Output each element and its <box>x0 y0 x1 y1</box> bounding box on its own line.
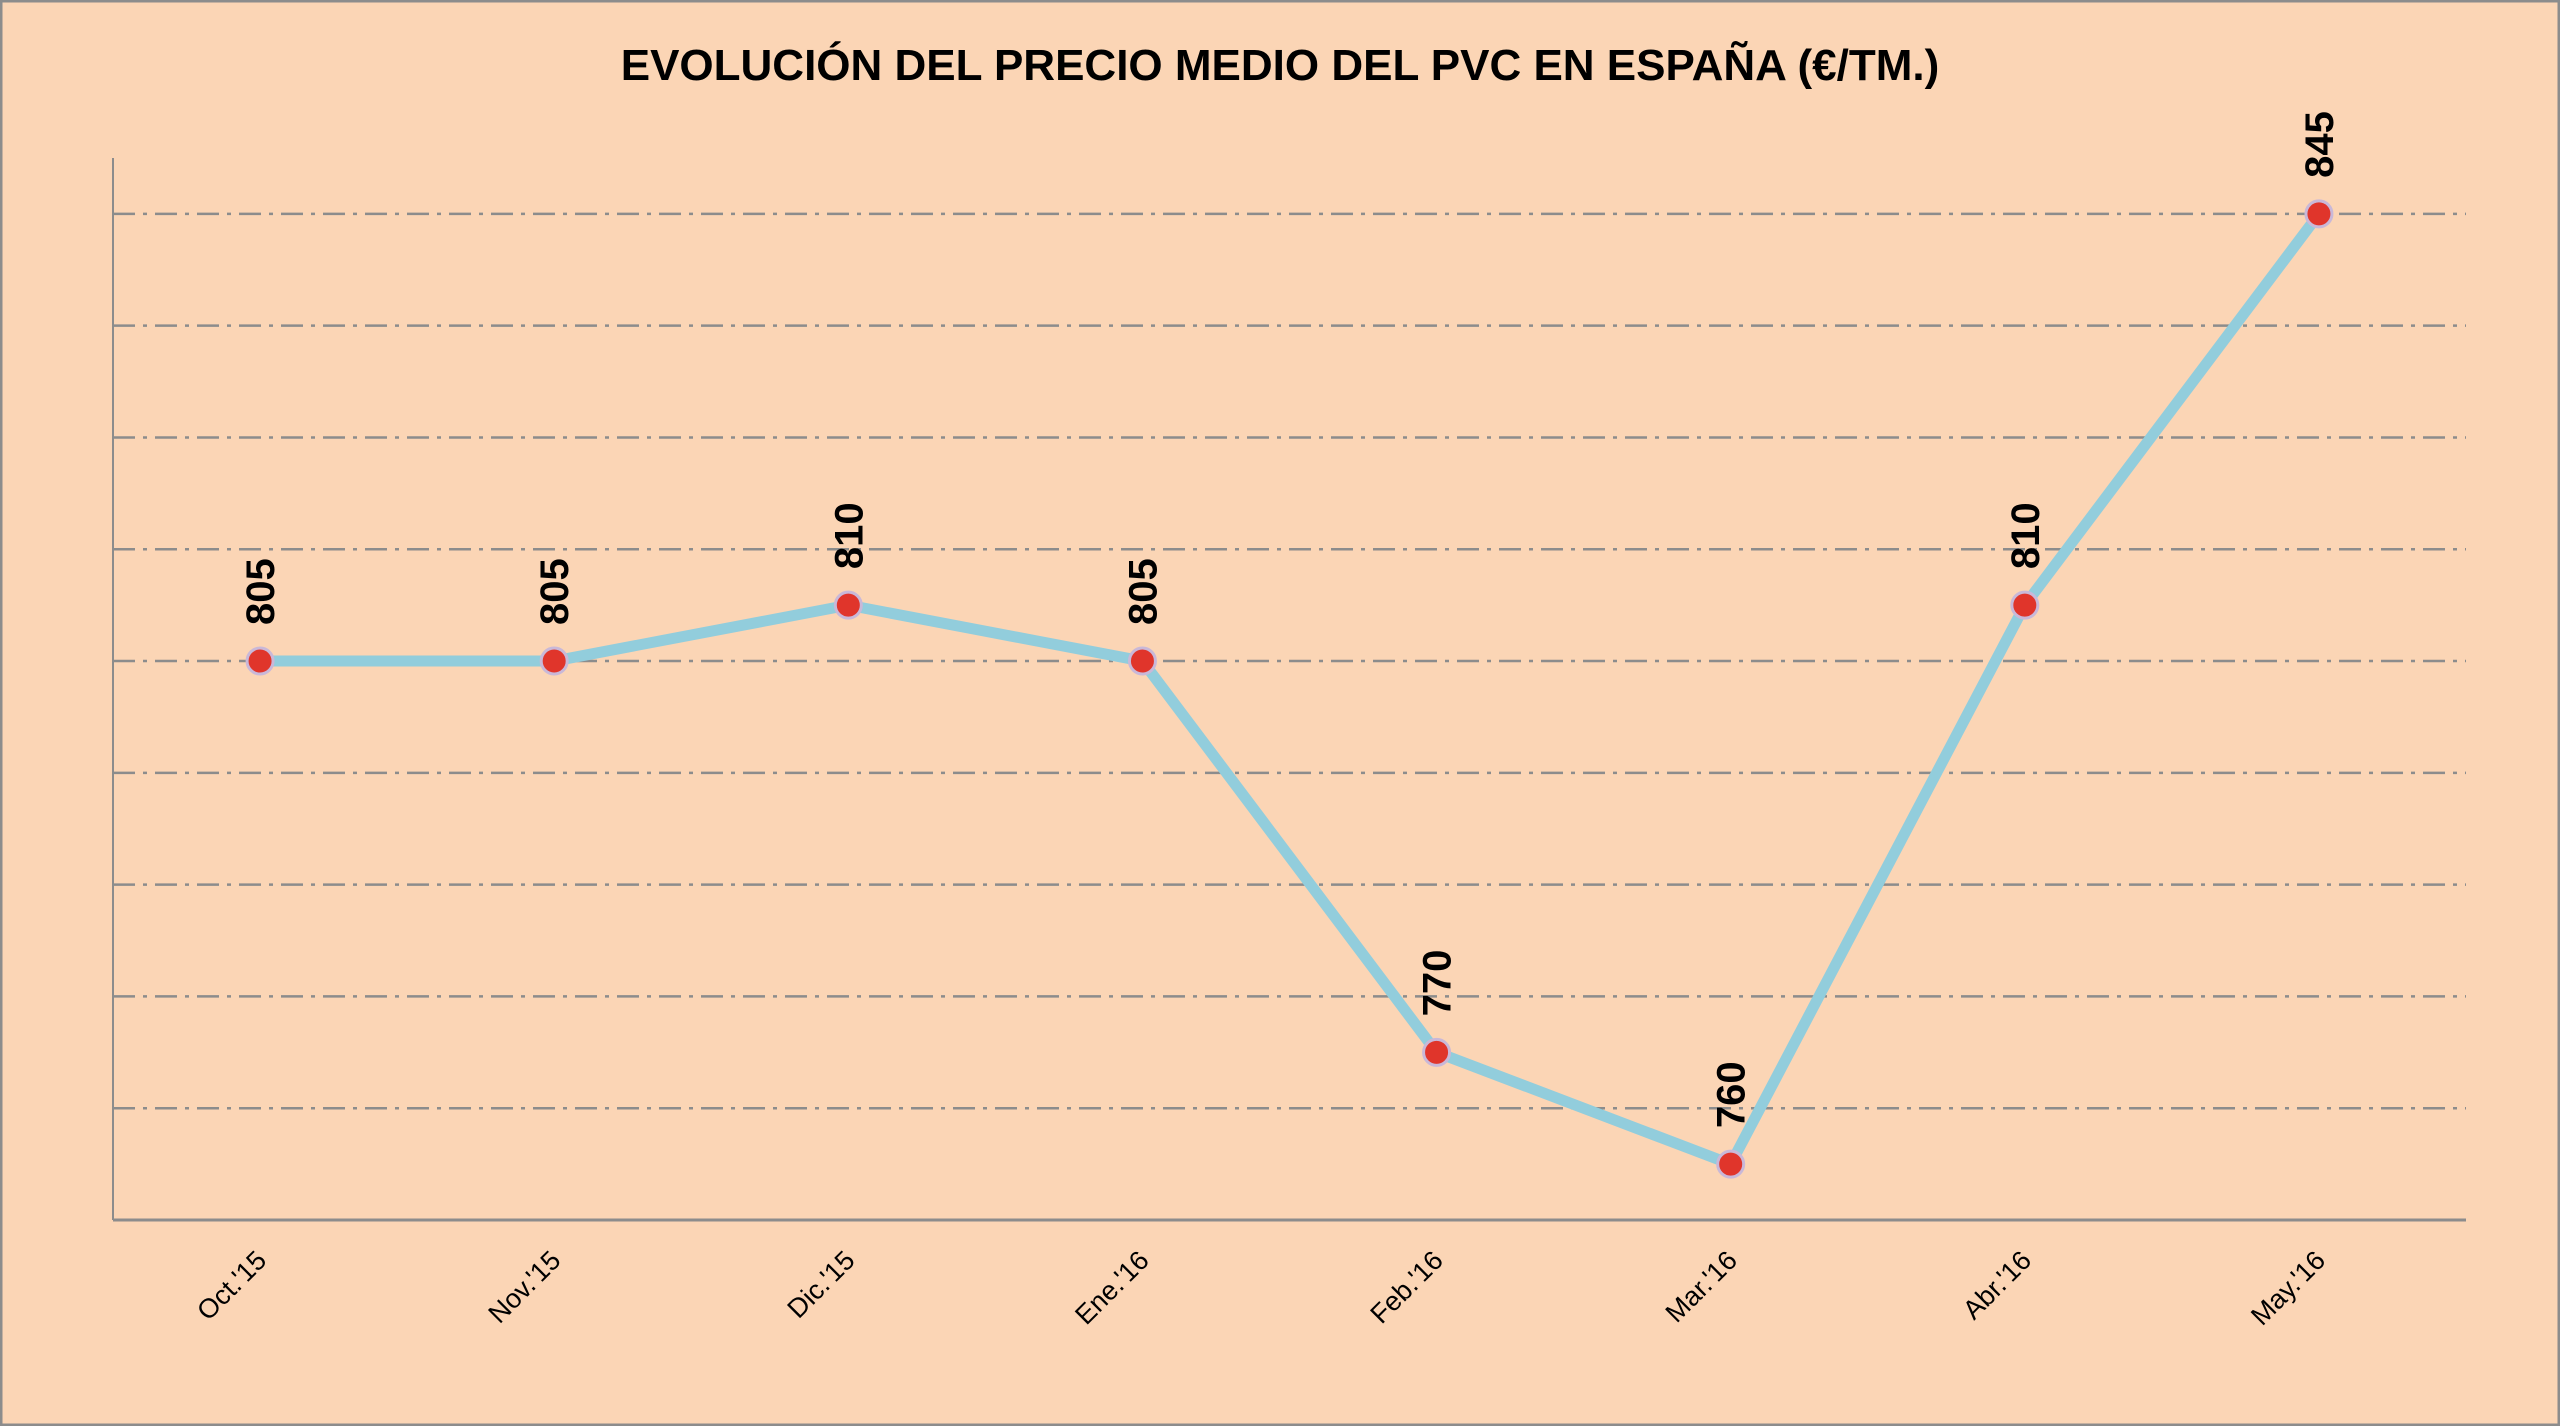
data-label: 760 <box>1710 1061 1754 1128</box>
data-point <box>833 590 863 620</box>
data-point <box>1716 1149 1746 1179</box>
series-line <box>260 210 2324 1170</box>
data-point <box>2304 199 2334 229</box>
data-point <box>1422 1037 1452 1067</box>
data-point <box>539 646 569 676</box>
gridlines <box>113 212 2466 1110</box>
data-label: 805 <box>239 558 283 625</box>
data-label: 805 <box>1121 558 1165 625</box>
data-point <box>2010 590 2040 620</box>
chart-title: EVOLUCIÓN DEL PRECIO MEDIO DEL PVC EN ES… <box>621 40 1940 90</box>
data-label: 805 <box>533 558 577 625</box>
data-label: 810 <box>827 502 871 569</box>
data-point <box>245 646 275 676</box>
data-point <box>1127 646 1157 676</box>
data-label: 845 <box>2298 111 2342 178</box>
data-label: 810 <box>2004 502 2048 569</box>
data-labels: 805 805 810 805 770 760 810 845 <box>239 111 2342 1128</box>
series-price <box>245 199 2334 1179</box>
data-label: 770 <box>1416 950 1460 1017</box>
